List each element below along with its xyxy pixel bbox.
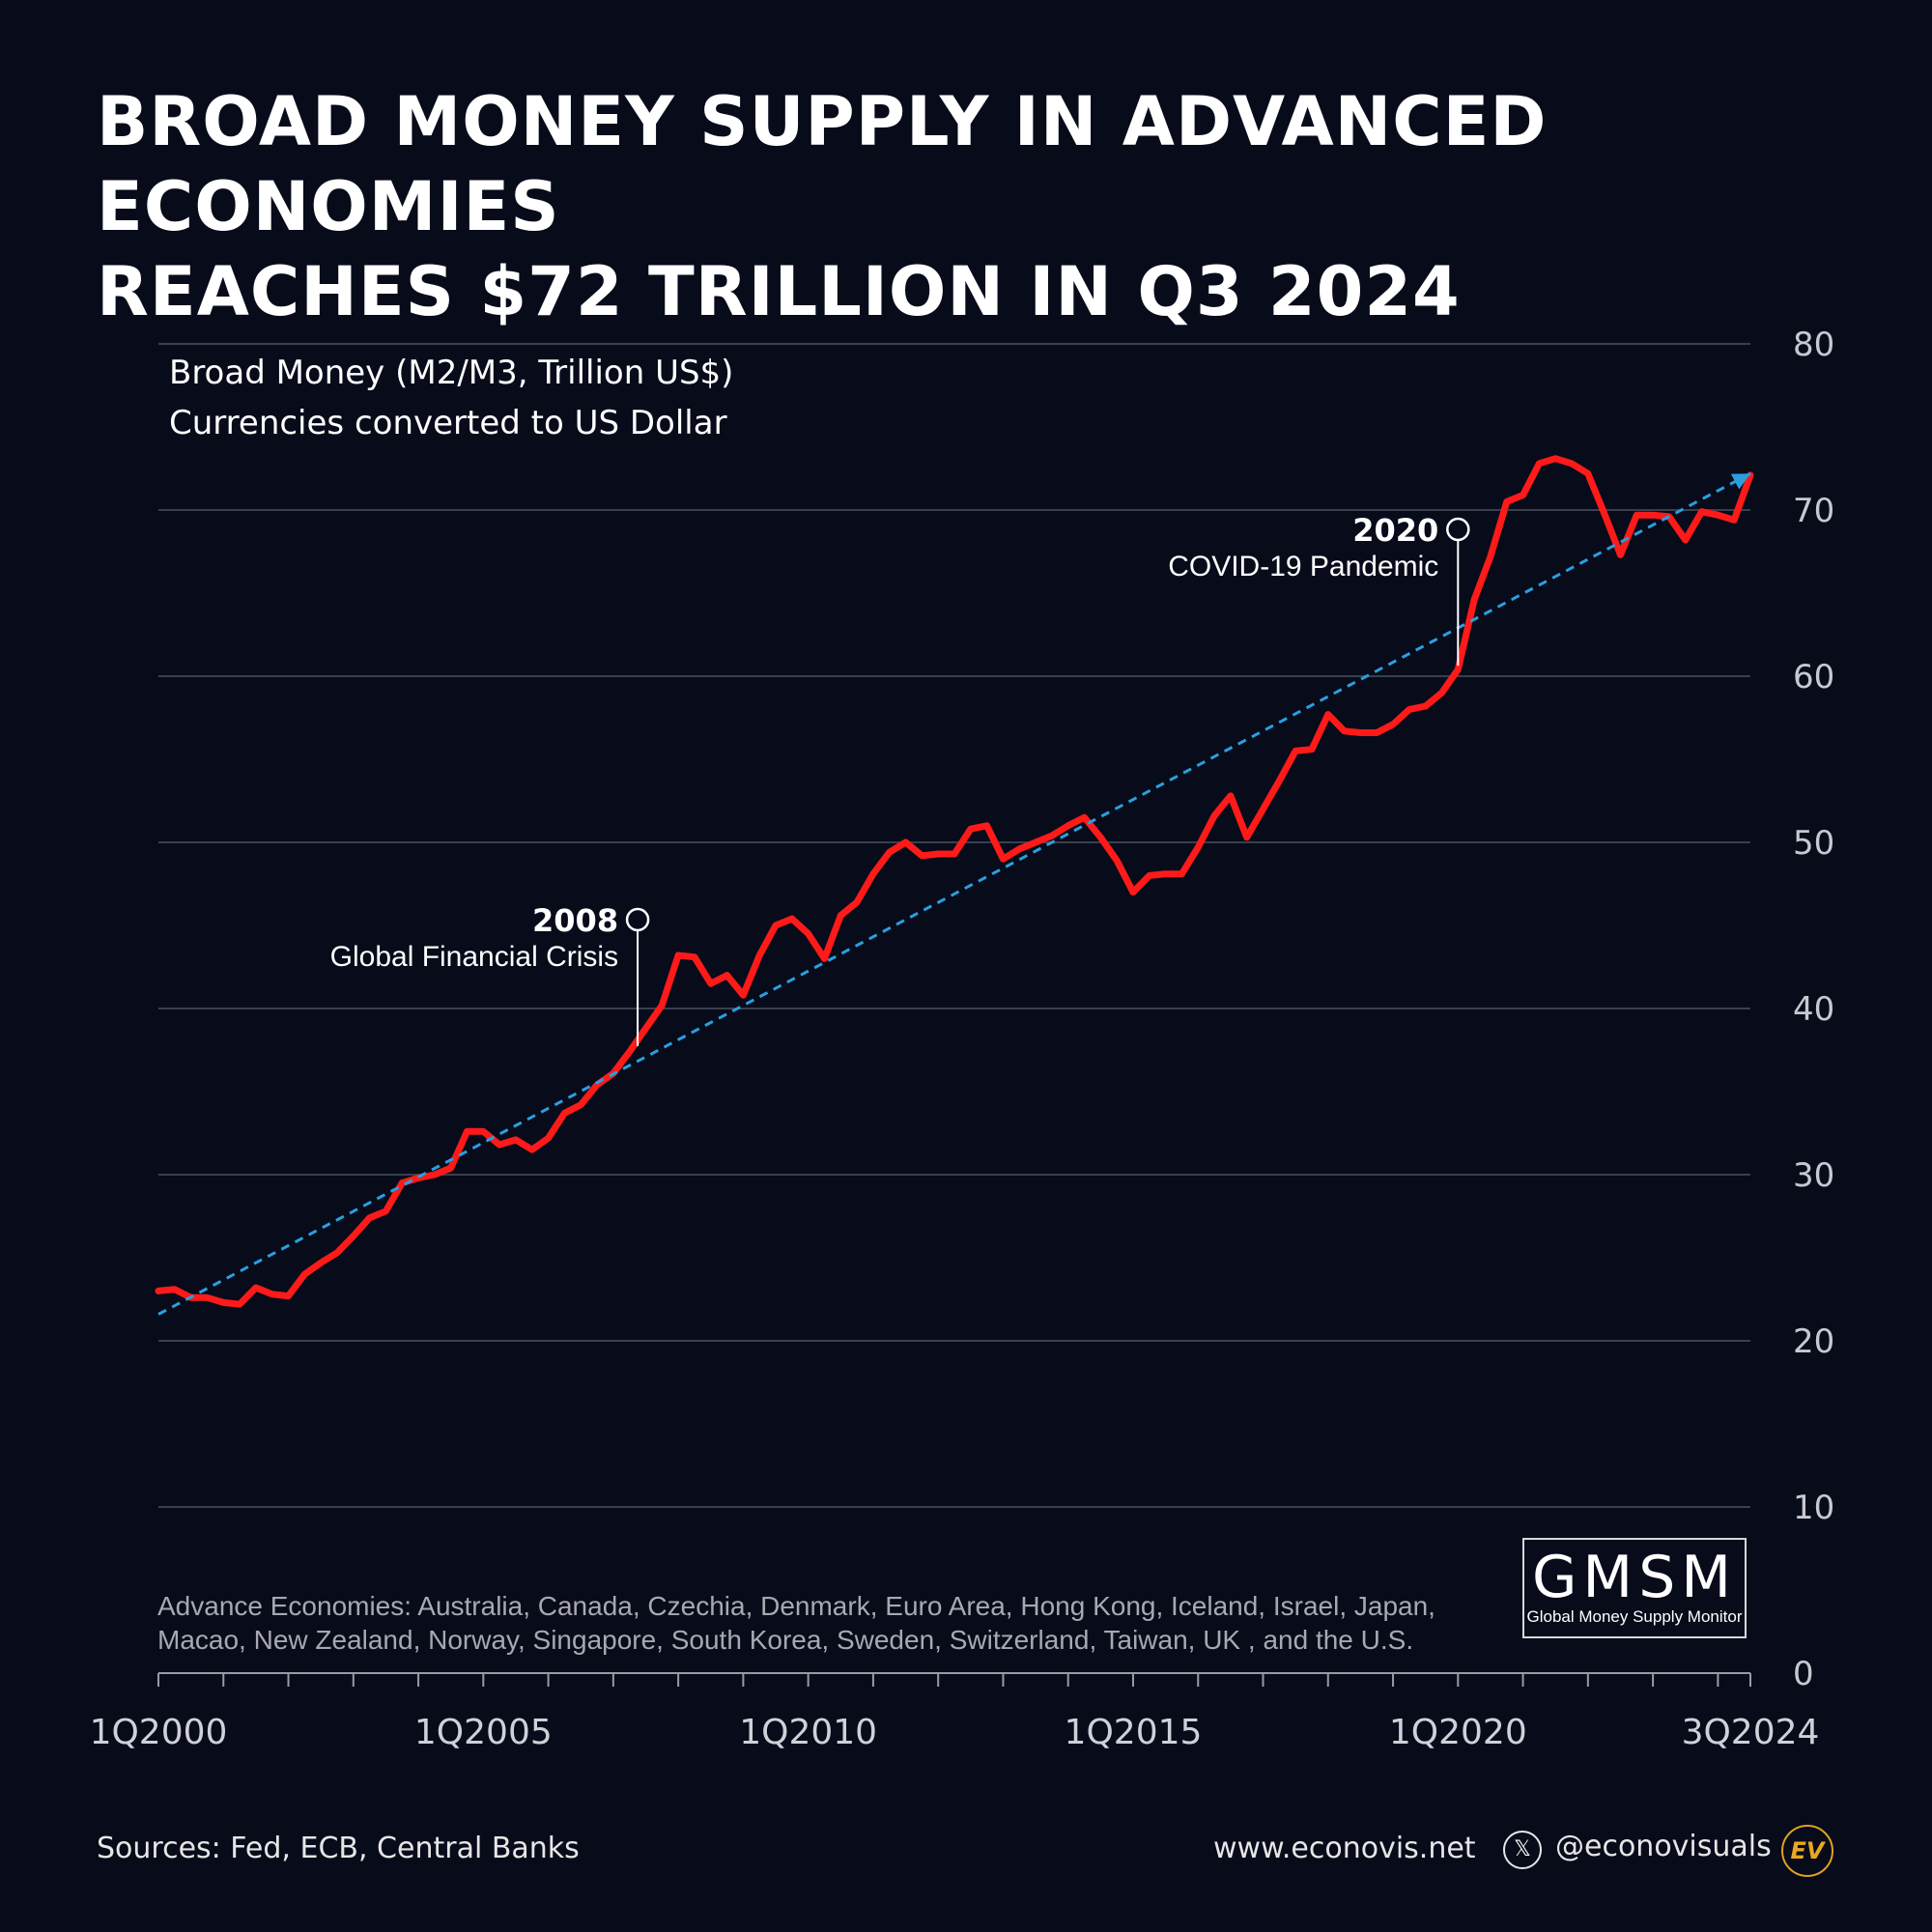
x-logo-icon[interactable]: 𝕏 xyxy=(1503,1831,1542,1869)
annotation-year: 2020 xyxy=(1352,512,1438,549)
x-tick-label: 1Q2000 xyxy=(90,1713,228,1752)
grid-lines xyxy=(158,343,1750,1508)
x-tick-label: 1Q2005 xyxy=(414,1713,553,1752)
x-axis: 1Q2000 1Q2005 1Q2010 1Q2015 1Q2020 3Q2024 xyxy=(90,1672,1820,1752)
gmsm-badge: GMSM Global Money Supply Monitor xyxy=(1522,1538,1747,1638)
y-tick-label: 10 xyxy=(1793,1489,1834,1527)
annotation-label: Global Financial Crisis xyxy=(330,941,618,973)
gmsm-subtitle: Global Money Supply Monitor xyxy=(1526,1607,1743,1626)
y-tick-label: 0 xyxy=(1793,1655,1814,1693)
title-line-2: REACHES $72 TRILLION IN Q3 2024 xyxy=(97,252,1461,331)
annotation-label: COVID-19 Pandemic xyxy=(1168,551,1438,582)
footnote-line-2: Macao, New Zealand, Norway, Singapore, S… xyxy=(157,1625,1413,1655)
y-tick-label: 50 xyxy=(1793,824,1834,863)
y-tick-label: 80 xyxy=(1793,326,1834,364)
series xyxy=(155,455,1754,1316)
chart-subtitle-2: Currencies converted to US Dollar xyxy=(169,404,727,442)
x-tick-label: 1Q2015 xyxy=(1065,1713,1203,1752)
y-tick-label: 60 xyxy=(1793,658,1834,696)
trend-arrowhead xyxy=(1730,473,1750,490)
chart-subtitle-1: Broad Money (M2/M3, Trillion US$) xyxy=(169,354,733,392)
website-link[interactable]: www.econovis.net xyxy=(1213,1832,1476,1865)
annotation-marker xyxy=(1446,517,1470,542)
y-tick-label: 30 xyxy=(1793,1156,1834,1195)
ev-logo-icon: EV xyxy=(1781,1825,1833,1877)
x-tick-label: 1Q2010 xyxy=(739,1713,877,1752)
annotation-year: 2008 xyxy=(532,902,618,939)
sources-text: Sources: Fed, ECB, Central Banks xyxy=(97,1832,580,1865)
x-tick-label: 3Q2024 xyxy=(1682,1713,1820,1752)
chart-title: BROAD MONEY SUPPLY IN ADVANCED ECONOMIES… xyxy=(97,79,1835,334)
footnote-line-1: Advance Economies: Australia, Canada, Cz… xyxy=(157,1591,1435,1621)
x-tick-label: 1Q2020 xyxy=(1389,1713,1527,1752)
annotation-marker xyxy=(625,907,650,932)
trend-line xyxy=(157,471,1751,1316)
y-tick-label: 20 xyxy=(1793,1322,1834,1361)
gmsm-logo: GMSM xyxy=(1531,1544,1738,1611)
y-tick-label: 40 xyxy=(1793,990,1834,1029)
y-tick-label: 70 xyxy=(1793,492,1834,530)
social-handle[interactable]: @econovisuals xyxy=(1555,1830,1772,1863)
money-supply-line xyxy=(155,455,1754,1308)
y-axis: 0 10 20 30 40 50 60 70 80 xyxy=(1793,326,1834,1693)
title-line-1: BROAD MONEY SUPPLY IN ADVANCED ECONOMIES xyxy=(97,82,1548,246)
